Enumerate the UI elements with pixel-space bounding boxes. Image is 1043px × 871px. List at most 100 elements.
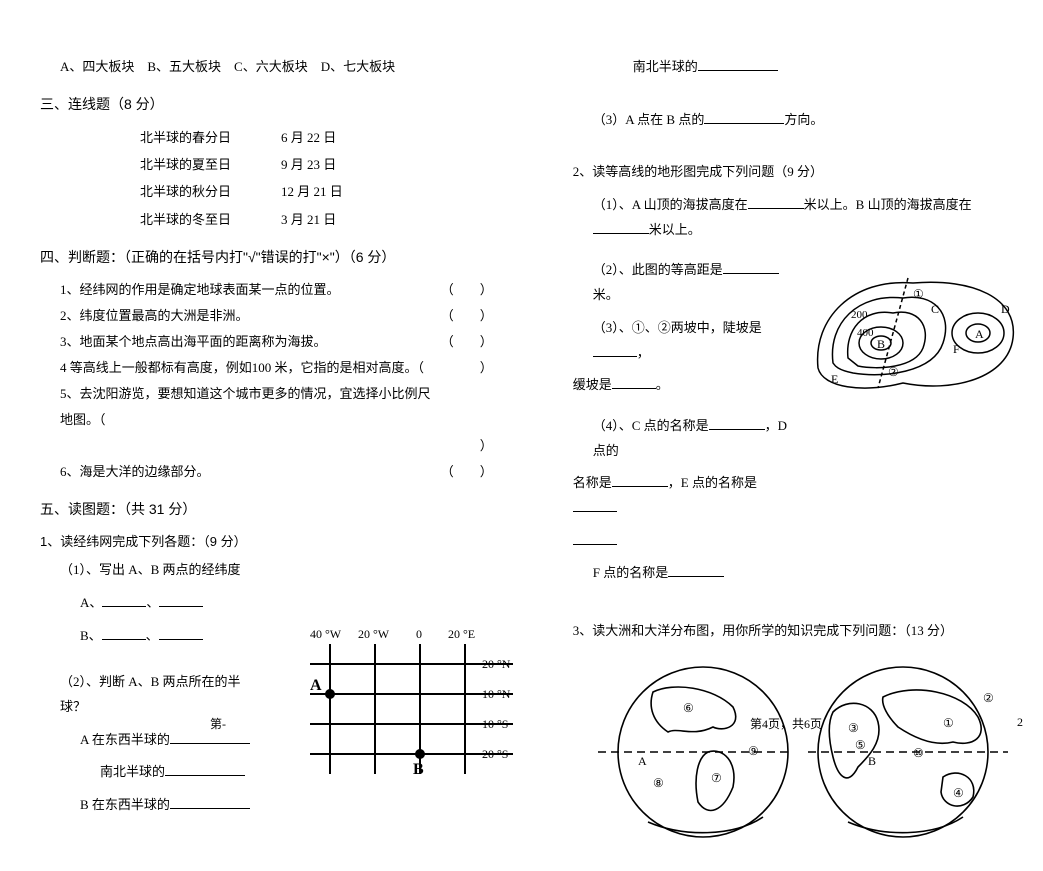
judge-6: 6、海是大洋的边缘部分。 （ ） <box>60 459 513 485</box>
judge-4-text: 4 等高线上一般都标有高度，例如100 米，它指的是相对高度。（ <box>60 360 424 375</box>
paren: （ ） <box>441 329 493 355</box>
w4: ④ <box>953 786 964 800</box>
match-l1: 北半球的春分日 <box>140 124 281 151</box>
w10: ⑩ <box>913 746 924 760</box>
q2-3c: 缓坡是。 <box>573 373 793 398</box>
cF: F <box>953 342 960 356</box>
judge-5-text: 5、去沈阳游览，要想知道这个城市更多的情况，宜选择小比例尺地图。（ <box>60 386 431 427</box>
blank <box>748 195 804 209</box>
match-r1: 6 月 22 日 <box>281 124 393 151</box>
blank <box>165 762 245 776</box>
q1-2ns: 南北半球的 <box>40 760 250 785</box>
q2-4d-t: ，E 点的名称是 <box>668 475 757 490</box>
contour-map: 200 400 A B C D E F ① ② <box>803 258 1023 408</box>
blank <box>573 531 617 545</box>
q2-1a: （1）、A 山顶的海拔高度在 <box>593 197 748 212</box>
section-3-heading: 三、连线题（8 分） <box>40 94 513 114</box>
judge-6-text: 6、海是大洋的边缘部分。 <box>60 464 210 479</box>
judge-2-text: 2、纬度位置最高的大洲是非洲。 <box>60 308 249 323</box>
cA: A <box>975 327 984 341</box>
judge-3-text: 3、地面某个地点高出海平面的距离称为海拔。 <box>60 334 327 349</box>
latlong-grid: A B 40 °W 20 °W 0 20 °E 20 °N 10 °N 10 °… <box>260 624 513 794</box>
blank <box>102 626 146 640</box>
w8: ⑧ <box>653 776 664 790</box>
blank <box>704 110 784 124</box>
q2-4a-t: （4）、C 点的名称是 <box>593 418 709 433</box>
blank <box>159 593 203 607</box>
match-l4: 北半球的冬至日 <box>140 206 281 233</box>
q1-3-a: （3）A 点在 B 点的 <box>593 112 705 127</box>
blank <box>668 563 724 577</box>
paren: （ ） <box>441 277 493 303</box>
q2-1: （1）、A 山顶的海拔高度在 米以上。B 山顶的海拔高度在米以上。 <box>573 193 1023 242</box>
q1-b-label: B、 <box>80 628 102 643</box>
blank <box>159 626 203 640</box>
mc-options: A、四大板块 B、五大板块 C、六大板块 D、七大板块 <box>40 55 513 80</box>
q2-1b: 米以上。B 山顶的海拔高度在 <box>804 197 972 212</box>
blank <box>170 795 250 809</box>
q1-3-b: 方向。 <box>784 112 823 127</box>
q1-b: B、、 <box>40 624 250 649</box>
q2-2a: （2）、此图的等高距是 <box>593 262 723 277</box>
q2-3b-t: ， <box>637 345 650 360</box>
blank <box>593 220 649 234</box>
q1-3: （3）A 点在 B 点的 方向。 <box>573 108 1023 133</box>
q2-2b: 米。 <box>593 287 619 302</box>
paren: （ ） <box>441 459 493 485</box>
ns-text: 南北半球的 <box>633 59 698 74</box>
q3-heading: 3、读大洲和大洋分布图，用你所学的知识完成下列问题：（13 分） <box>573 619 1023 644</box>
judge-3: 3、地面某个地点高出海平面的距离称为海拔。 （ ） <box>60 329 513 355</box>
match-r3: 12 月 21 日 <box>281 178 393 205</box>
xl0: 40 °W <box>310 627 342 641</box>
world-map: A B ① ② ③ ④ ⑤ ⑥ ⑦ ⑧ ⑨ ⑩ <box>593 657 1033 847</box>
judge-1: 1、经纬网的作用是确定地球表面某一点的位置。（ ） <box>60 277 513 303</box>
left-column: A、四大板块 B、五大板块 C、六大板块 D、七大板块 三、连线题（8 分） 北… <box>40 55 513 851</box>
q2-3a-t: （3）、①、②两坡中，陡坡是 <box>593 320 762 335</box>
w1: ① <box>943 716 954 730</box>
q2-4a: （4）、C 点的名称是，D 点的 <box>573 414 793 463</box>
blank <box>723 260 779 274</box>
q2-3a: （3）、①、②两坡中，陡坡是 ， <box>573 316 793 365</box>
judge-5b: ） <box>60 433 513 459</box>
section-4-heading: 四、判断题：（正确的在括号内打"√"错误的打"×"）（6 分） <box>40 247 513 267</box>
q2-4e: F 点的名称是 <box>573 561 793 586</box>
q1-2b: B 在东西半球的 <box>40 793 250 818</box>
blank <box>612 375 656 389</box>
blank <box>102 593 146 607</box>
grid-label-a: A <box>310 677 322 694</box>
q1-2ns-text: 南北半球的 <box>100 764 165 779</box>
w2: ② <box>983 691 994 705</box>
q1-heading: 1、读经纬网完成下列各题：（9 分） <box>40 531 513 550</box>
q2-2: （2）、此图的等高距是米。 <box>573 258 793 307</box>
q2-4c-t: 名称是 <box>573 475 612 490</box>
w3: ③ <box>848 721 859 735</box>
q1-1: （1）、写出 A、B 两点的经纬度 <box>40 558 513 583</box>
judge-2: 2、纬度位置最高的大洲是非洲。 （ ） <box>60 303 513 329</box>
cC: C <box>931 302 939 316</box>
q1-a-label: A、 <box>80 595 102 610</box>
match-r2: 9 月 23 日 <box>281 151 393 178</box>
q2-1c: 米以上。 <box>649 222 701 237</box>
blank <box>698 57 778 71</box>
xl1: 20 °W <box>358 627 390 641</box>
yl2: 10 °S <box>482 717 508 731</box>
q2-4c: 名称是 ，E 点的名称是 <box>573 471 793 520</box>
c200: 200 <box>851 309 868 321</box>
page-number: 2 <box>1017 715 1023 730</box>
footer-left: 第- <box>210 715 226 732</box>
paren: （ ） <box>441 303 493 329</box>
match-l2: 北半球的夏至日 <box>140 151 281 178</box>
c400: 400 <box>857 327 874 339</box>
q2-3c-t: 缓坡是 <box>573 377 612 392</box>
q2-4u <box>573 529 793 554</box>
grid-label-b: B <box>413 761 424 778</box>
cB: B <box>877 337 885 351</box>
q1-a: A、、 <box>40 591 513 616</box>
match-r4: 3 月 21 日 <box>281 206 393 233</box>
section-5-heading: 五、读图题：（共 31 分） <box>40 499 513 519</box>
q1-2a-text: A 在东西半球的 <box>80 732 170 747</box>
blank <box>573 498 617 512</box>
blank <box>593 343 637 357</box>
w9: ⑨ <box>748 744 759 758</box>
q1-2b-text: B 在东西半球的 <box>80 797 170 812</box>
